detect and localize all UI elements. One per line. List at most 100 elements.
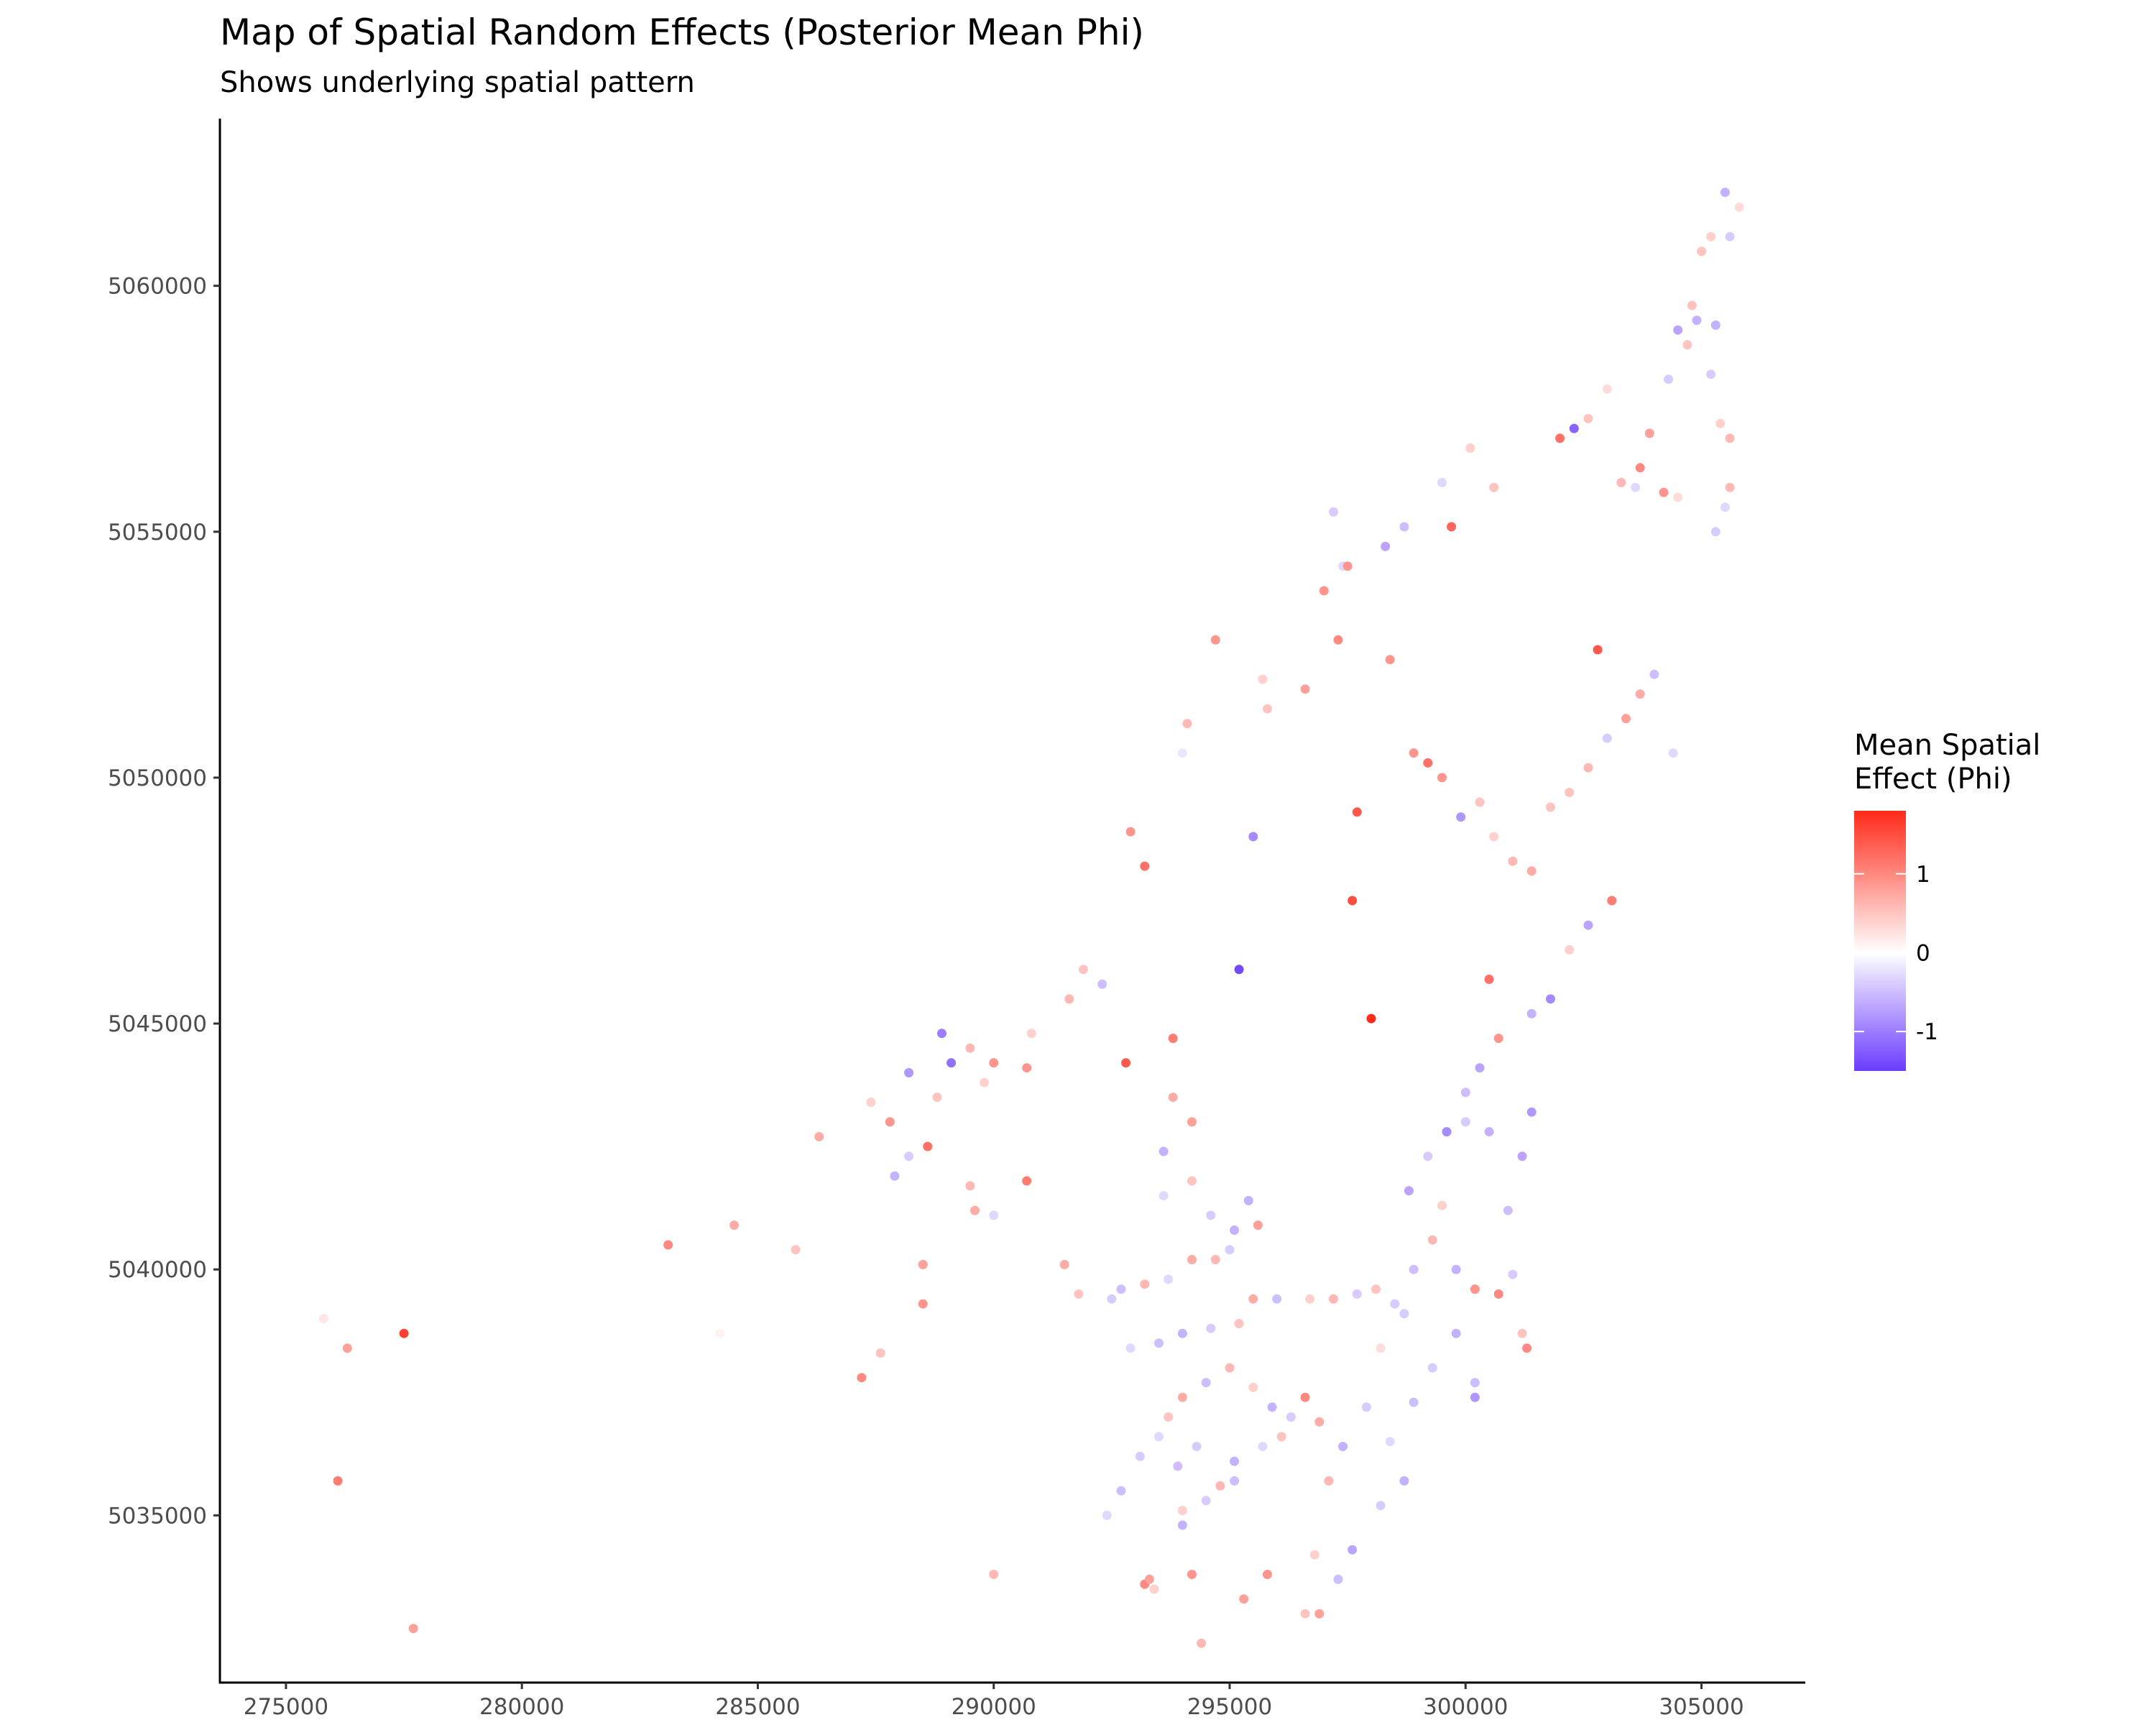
legend-tick-label: -1 bbox=[1916, 1019, 1938, 1045]
data-point bbox=[885, 1117, 895, 1127]
data-point bbox=[1725, 433, 1735, 443]
data-point bbox=[408, 1624, 418, 1634]
data-point bbox=[1177, 1520, 1187, 1530]
chart-subtitle: Shows underlying spatial pattern bbox=[220, 66, 695, 99]
data-point bbox=[1460, 1117, 1470, 1127]
data-point bbox=[318, 1314, 328, 1324]
data-point bbox=[1399, 1476, 1409, 1486]
data-point bbox=[791, 1245, 801, 1255]
data-point bbox=[1338, 1442, 1348, 1451]
data-point bbox=[1522, 1343, 1532, 1353]
y-tick-label: 5040000 bbox=[108, 1257, 207, 1283]
data-point bbox=[1404, 1186, 1414, 1196]
data-point bbox=[1720, 188, 1730, 198]
data-point bbox=[1182, 719, 1192, 729]
data-point bbox=[1201, 1378, 1211, 1388]
data-point bbox=[1234, 1319, 1244, 1328]
data-point bbox=[729, 1220, 740, 1230]
data-point bbox=[715, 1328, 725, 1338]
data-point bbox=[1423, 758, 1433, 768]
data-point bbox=[946, 1058, 957, 1068]
data-point bbox=[1470, 1284, 1480, 1294]
data-point bbox=[965, 1181, 975, 1191]
data-point bbox=[1248, 1382, 1258, 1392]
data-point bbox=[1210, 635, 1220, 645]
data-point bbox=[1437, 1200, 1447, 1210]
data-point bbox=[1673, 325, 1683, 335]
data-point bbox=[937, 1029, 946, 1039]
data-point bbox=[1168, 1034, 1178, 1044]
legend-tick-label: 1 bbox=[1916, 862, 1930, 888]
data-point bbox=[1583, 413, 1593, 423]
data-point bbox=[1230, 1225, 1240, 1235]
data-point bbox=[1248, 832, 1258, 842]
data-point bbox=[1263, 704, 1272, 714]
data-point bbox=[1475, 797, 1485, 807]
data-point bbox=[1074, 1289, 1084, 1299]
data-point bbox=[1725, 482, 1735, 492]
data-point bbox=[1390, 1299, 1400, 1309]
data-point bbox=[1489, 482, 1499, 492]
data-point bbox=[1329, 1294, 1338, 1304]
data-point bbox=[1720, 502, 1730, 512]
data-point bbox=[1673, 492, 1683, 502]
x-tick-label: 300000 bbox=[1423, 1694, 1508, 1720]
data-point bbox=[1710, 320, 1720, 330]
x-tick-label: 280000 bbox=[479, 1694, 564, 1720]
data-point bbox=[1484, 975, 1494, 984]
data-point bbox=[1187, 1176, 1197, 1186]
data-point bbox=[1635, 689, 1645, 699]
data-point bbox=[1470, 1378, 1480, 1388]
data-point bbox=[1644, 428, 1654, 438]
data-point bbox=[1456, 812, 1466, 822]
data-point bbox=[1230, 1456, 1240, 1466]
data-point bbox=[1164, 1274, 1174, 1284]
data-point bbox=[1192, 1442, 1202, 1451]
data-point bbox=[1234, 965, 1244, 975]
data-point bbox=[1583, 763, 1593, 773]
data-point bbox=[1239, 1594, 1249, 1604]
data-point bbox=[1366, 1013, 1376, 1024]
data-point bbox=[333, 1476, 343, 1486]
data-point bbox=[1225, 1245, 1235, 1255]
y-tick-label: 5060000 bbox=[108, 274, 207, 300]
data-point bbox=[1300, 684, 1310, 694]
data-point bbox=[1399, 522, 1409, 532]
data-point bbox=[663, 1240, 673, 1250]
data-point bbox=[1649, 669, 1659, 679]
data-point bbox=[1489, 832, 1499, 842]
data-point bbox=[904, 1151, 914, 1162]
data-point bbox=[1348, 1545, 1358, 1555]
data-point bbox=[1447, 522, 1457, 532]
data-point bbox=[1493, 1289, 1503, 1299]
data-point bbox=[1715, 418, 1726, 428]
data-point bbox=[1371, 1284, 1381, 1294]
data-point bbox=[1177, 1392, 1187, 1402]
data-point bbox=[1201, 1496, 1211, 1506]
data-point bbox=[1546, 994, 1555, 1004]
data-point bbox=[1300, 1609, 1310, 1619]
data-point bbox=[1300, 1392, 1310, 1402]
data-point bbox=[1621, 714, 1631, 724]
data-point bbox=[1734, 202, 1744, 212]
data-point bbox=[1309, 1550, 1319, 1560]
legend-tick-label: 0 bbox=[1916, 940, 1930, 966]
legend-title-line-1: Mean Spatial bbox=[1854, 729, 2040, 762]
data-point bbox=[1177, 748, 1187, 758]
data-point bbox=[1427, 1235, 1437, 1245]
data-point bbox=[1187, 1255, 1197, 1264]
data-point bbox=[1267, 1402, 1277, 1412]
data-point bbox=[1168, 1092, 1178, 1103]
data-point bbox=[1230, 1476, 1240, 1486]
data-point bbox=[1361, 1402, 1371, 1412]
data-point bbox=[1687, 300, 1697, 310]
data-point bbox=[1272, 1294, 1282, 1304]
data-point bbox=[1565, 788, 1575, 797]
data-point bbox=[1079, 965, 1088, 975]
legend-ticks: 1 0 -1 bbox=[1854, 862, 1938, 1045]
data-point bbox=[1409, 748, 1419, 758]
data-point bbox=[875, 1348, 885, 1358]
data-point bbox=[1470, 1392, 1480, 1402]
data-point bbox=[1197, 1638, 1207, 1648]
data-point bbox=[342, 1343, 352, 1353]
